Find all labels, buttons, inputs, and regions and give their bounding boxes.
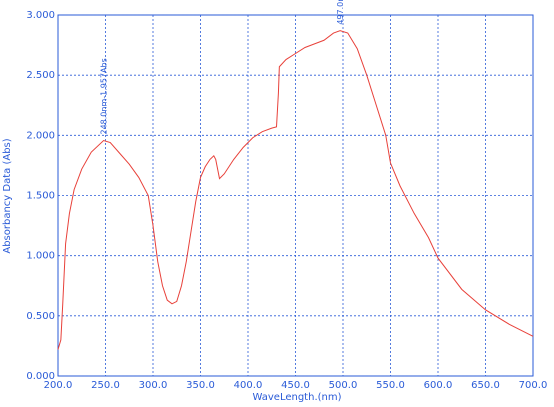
spectrum-line (57, 30, 534, 350)
x-axis-label: WaveLength.(nm) (253, 392, 342, 403)
peak-annotation: 497.0nm-2.870Abs (336, 0, 345, 25)
peak-annotation: 248.0nm-1.957Abs (100, 58, 109, 134)
y-tick-label: 0.000 (26, 371, 55, 382)
y-axis-label: Absorbancy Data (Abs) (2, 138, 13, 253)
x-tick-label: 500.0 (329, 380, 358, 391)
x-tick-label: 650.0 (471, 380, 500, 391)
x-tick-label: 550.0 (376, 380, 405, 391)
y-tick-label: 2.000 (26, 130, 55, 141)
x-tick-label: 450.0 (281, 380, 310, 391)
x-tick-label: 350.0 (186, 380, 215, 391)
y-tick-label: 3.000 (26, 10, 55, 21)
x-tick-label: 700.0 (519, 380, 548, 391)
y-tick-label: 0.500 (26, 311, 55, 322)
x-tick-label: 250.0 (91, 380, 120, 391)
y-tick-label: 1.500 (26, 191, 55, 202)
y-tick-label: 1.000 (26, 251, 55, 262)
x-tick-label: 400.0 (234, 380, 263, 391)
annotations: 248.0nm-1.957Abs 497.0nm-2.870Abs (100, 0, 346, 135)
x-tick-label: 600.0 (424, 380, 453, 391)
x-tick-label: 300.0 (139, 380, 168, 391)
y-tick-label: 2.500 (26, 70, 55, 81)
x-tick-label: 200.0 (44, 380, 73, 391)
